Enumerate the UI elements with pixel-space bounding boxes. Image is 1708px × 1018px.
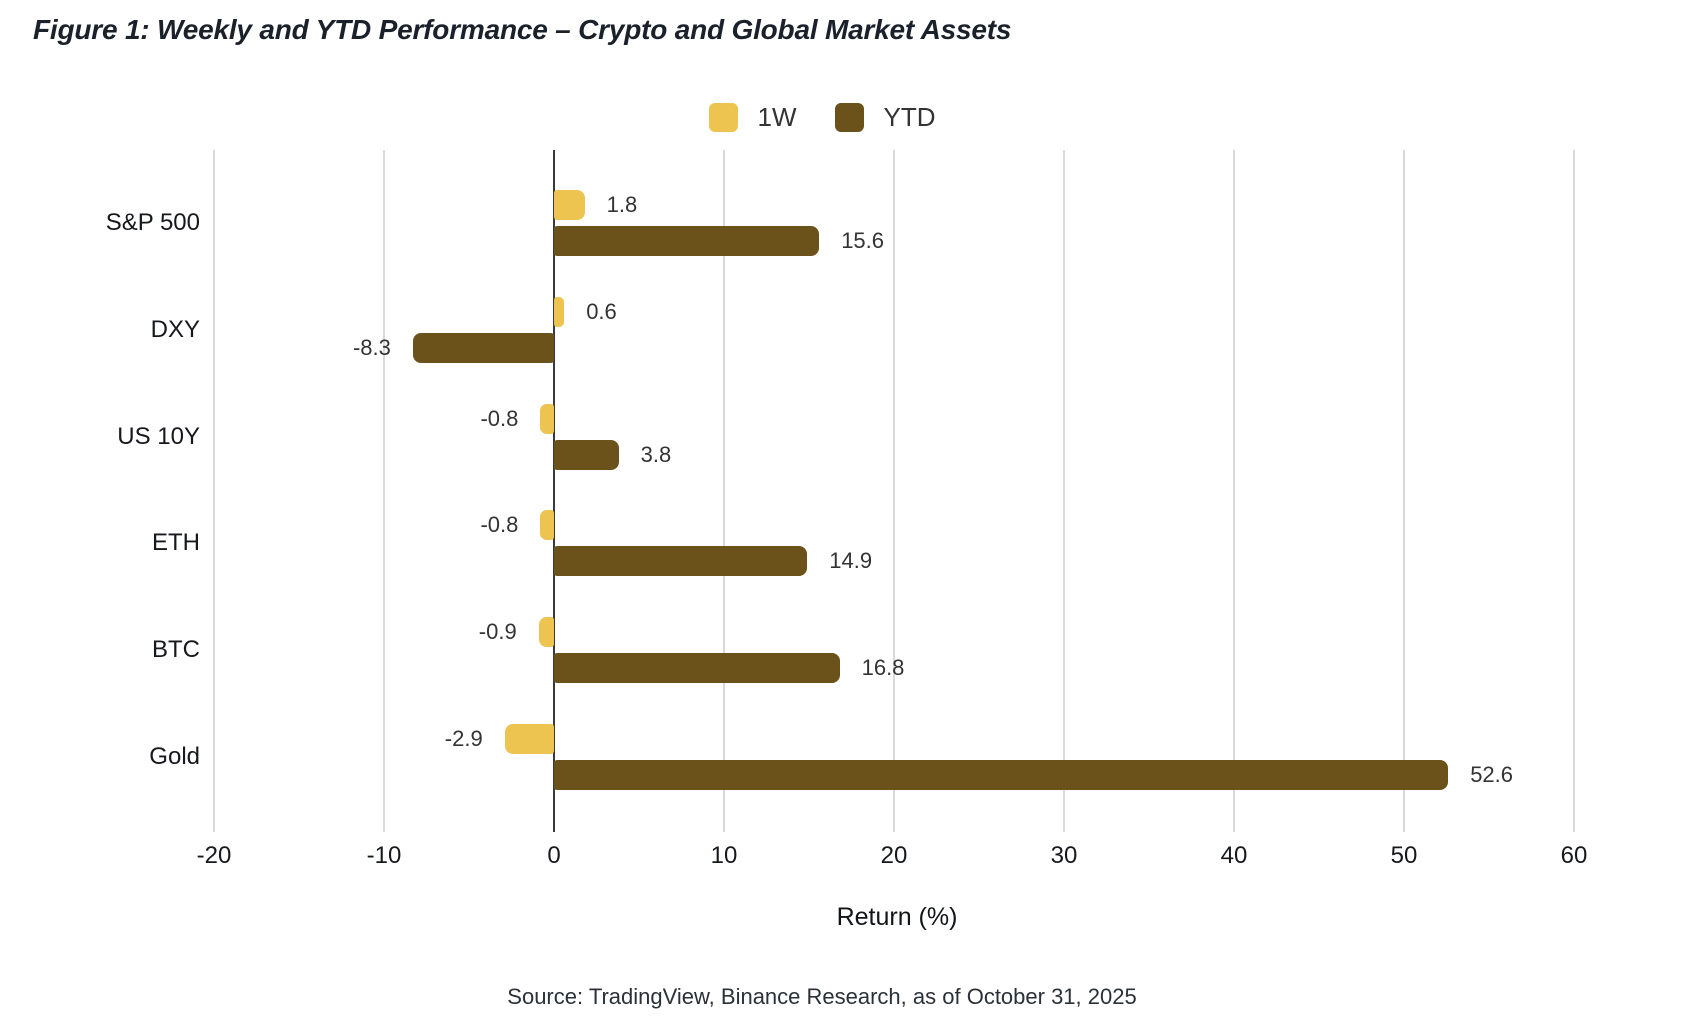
gridline [893, 150, 895, 832]
1w-bar-s-p-500 [554, 190, 585, 221]
category-label-gold: Gold [149, 742, 200, 770]
zero-axis-line [553, 150, 555, 832]
gridline [383, 150, 385, 832]
value-label-1w-dxy: 0.6 [586, 299, 617, 324]
chart-legend: 1W YTD [0, 102, 1644, 133]
value-label-ytd-btc: 16.8 [861, 655, 905, 680]
x-tick-label-20: -20 [196, 842, 232, 869]
category-label-dxy: DXY [150, 316, 200, 343]
x-axis-title: Return (%) [836, 903, 958, 931]
legend-item-1w: 1W [708, 102, 797, 133]
x-tick-label-10: -10 [366, 842, 402, 869]
ytd-bar-dxy [412, 333, 554, 363]
gridline [723, 150, 725, 832]
category-label-eth: ETH [152, 529, 200, 557]
x-tick-label-30: 30 [1050, 842, 1078, 869]
value-label-1w-s-p-500: 1.8 [606, 192, 638, 218]
legend-swatch-ytd-icon [834, 103, 864, 132]
1w-bar-eth [540, 510, 554, 541]
value-label-ytd-us-10y: 3.8 [640, 441, 672, 467]
gridline [1063, 150, 1065, 832]
source-caption: Source: TradingView, Binance Research, a… [507, 984, 1137, 1009]
ytd-bar-us-10y [554, 439, 619, 470]
value-label-ytd-gold: 52.6 [1470, 761, 1514, 787]
x-tick-label-20: 20 [880, 842, 908, 869]
value-label-1w-btc: -0.9 [478, 619, 517, 644]
category-label-s-p-500: S&P 500 [105, 209, 200, 237]
value-label-1w-eth: -0.8 [480, 512, 519, 538]
ytd-bar-btc [554, 653, 840, 683]
1w-bar-btc [538, 617, 554, 647]
ytd-bar-s-p-500 [554, 226, 820, 257]
x-tick-label-60: 60 [1560, 842, 1588, 869]
legend-label-ytd: YTD [883, 102, 936, 132]
x-tick-label-0: 0 [547, 842, 561, 869]
x-tick-label-50: 50 [1390, 842, 1418, 869]
x-tick-label-10: 10 [710, 842, 738, 869]
category-label-us-10y: US 10Y [117, 422, 200, 450]
ytd-bar-gold [554, 759, 1449, 790]
value-label-ytd-s-p-500: 15.6 [841, 228, 885, 254]
value-label-ytd-eth: 14.9 [829, 548, 873, 574]
value-label-ytd-dxy: -8.3 [352, 335, 391, 360]
legend-item-ytd: YTD [834, 102, 936, 133]
1w-bar-gold [504, 723, 554, 754]
category-label-btc: BTC [152, 636, 200, 663]
x-tick-label-40: 40 [1220, 842, 1248, 869]
figure-title: Figure 1: Weekly and YTD Performance – C… [33, 14, 1012, 45]
value-label-1w-gold: -2.9 [444, 725, 483, 751]
gridline [1403, 150, 1405, 832]
gridline [1573, 150, 1575, 832]
ytd-bar-eth [554, 546, 808, 577]
1w-bar-us-10y [540, 403, 554, 434]
legend-swatch-1w-icon [708, 103, 738, 132]
1w-bar-dxy [554, 297, 565, 327]
gridline [1233, 150, 1235, 832]
gridline [213, 150, 215, 832]
value-label-1w-us-10y: -0.8 [480, 405, 519, 431]
legend-label-1w: 1W [757, 102, 797, 132]
